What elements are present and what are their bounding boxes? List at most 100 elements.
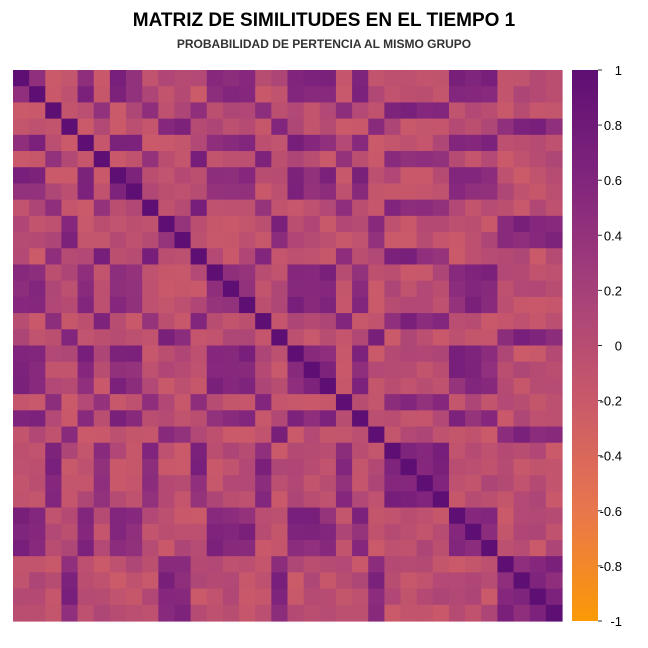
- heatmap-cell: [29, 572, 46, 590]
- heatmap-cell: [481, 426, 499, 444]
- chart-subtitle: PROBABILIDAD DE PERTENCIA AL MISMO GRUPO: [176, 37, 472, 51]
- heatmap-cell: [529, 199, 547, 217]
- heatmap-cell: [45, 458, 63, 476]
- heatmap-cell: [61, 70, 79, 87]
- heatmap-cell: [465, 475, 482, 492]
- heatmap-cell: [93, 475, 111, 492]
- heatmap-cell: [271, 604, 289, 622]
- heatmap-cell: [368, 86, 385, 104]
- heatmap-cell: [529, 475, 547, 492]
- heatmap-cell: [368, 151, 385, 168]
- heatmap-cell: [432, 102, 450, 120]
- heatmap-cell: [109, 313, 127, 330]
- heatmap-cell: [368, 167, 385, 185]
- heatmap-cell: [109, 361, 127, 379]
- heatmap-cell: [497, 183, 515, 201]
- heatmap-cell: [190, 588, 208, 606]
- heatmap-cell: [545, 70, 563, 87]
- heatmap-cell: [174, 151, 192, 168]
- heatmap-cell: [319, 491, 337, 509]
- heatmap-cell: [448, 264, 466, 282]
- heatmap-cell: [190, 118, 208, 136]
- heatmap-cell: [126, 539, 143, 557]
- heatmap-cell: [206, 118, 224, 136]
- heatmap-cell: [255, 264, 272, 282]
- heatmap-cell: [222, 539, 240, 557]
- heatmap-cell: [303, 167, 321, 185]
- heatmap-cell: [481, 491, 499, 509]
- heatmap-cell: [93, 86, 111, 104]
- heatmap-cell: [465, 199, 482, 217]
- heatmap-cell: [384, 507, 402, 525]
- heatmap-cell: [400, 296, 418, 314]
- heatmap-cell: [77, 426, 95, 444]
- heatmap-cell: [335, 507, 353, 525]
- heatmap-cell: [61, 361, 79, 379]
- heatmap-cell: [61, 199, 79, 217]
- heatmap-cell: [335, 572, 353, 590]
- heatmap-cell: [368, 604, 385, 622]
- heatmap-cell: [432, 523, 450, 541]
- heatmap-cell: [529, 507, 547, 525]
- heatmap-cell: [222, 556, 240, 573]
- heatmap-cell: [13, 377, 30, 395]
- heatmap-cell: [335, 377, 353, 395]
- heatmap-cell: [239, 394, 256, 411]
- heatmap-cell: [335, 215, 353, 233]
- heatmap-cell: [142, 539, 159, 557]
- heatmap-cell: [206, 491, 224, 509]
- heatmap-cell: [158, 507, 176, 525]
- heatmap-cell: [142, 361, 159, 379]
- heatmap-cell: [93, 264, 111, 282]
- heatmap-cell: [303, 458, 321, 476]
- heatmap-cell: [61, 556, 79, 573]
- heatmap-cell: [416, 410, 434, 428]
- heatmap-cell: [465, 215, 482, 233]
- heatmap-cell: [432, 296, 450, 314]
- heatmap-cell: [513, 134, 531, 152]
- heatmap-cell: [255, 539, 272, 557]
- heatmap-cell: [529, 232, 547, 249]
- heatmap-cell: [303, 151, 321, 168]
- heatmap-cell: [174, 507, 192, 525]
- heatmap-cell: [142, 442, 159, 460]
- heatmap-cell: [352, 588, 369, 606]
- heatmap-cell: [255, 232, 272, 249]
- heatmap-cell: [61, 572, 79, 590]
- heatmap-cell: [368, 361, 385, 379]
- heatmap-cell: [45, 70, 63, 87]
- heatmap-cell: [416, 313, 434, 330]
- heatmap-cell: [303, 523, 321, 541]
- heatmap-cell: [481, 604, 499, 622]
- heatmap-cell: [93, 199, 111, 217]
- heatmap-cell: [109, 604, 127, 622]
- heatmap-cell: [222, 410, 240, 428]
- heatmap-cell: [93, 167, 111, 185]
- heatmap-cell: [368, 491, 385, 509]
- heatmap-cell: [384, 248, 402, 266]
- heatmap-cell: [497, 345, 515, 363]
- heatmap-cell: [335, 102, 353, 120]
- heatmap-cell: [93, 588, 111, 606]
- heatmap-cell: [190, 313, 208, 330]
- heatmap-cell: [465, 167, 482, 185]
- heatmap-cell: [206, 151, 224, 168]
- heatmap-cell: [319, 410, 337, 428]
- heatmap-cell: [529, 167, 547, 185]
- heatmap-cell: [174, 604, 192, 622]
- heatmap-cell: [206, 410, 224, 428]
- heatmap-cell: [465, 70, 482, 87]
- heatmap-cell: [416, 70, 434, 87]
- heatmap-cell: [352, 377, 369, 395]
- heatmap-cell: [13, 232, 30, 249]
- heatmap-cell: [29, 475, 46, 492]
- heatmap-cell: [174, 588, 192, 606]
- heatmap-cell: [174, 361, 192, 379]
- heatmap-cell: [481, 313, 499, 330]
- heatmap-cell: [384, 215, 402, 233]
- heatmap-cell: [513, 329, 531, 347]
- heatmap-cell: [416, 539, 434, 557]
- heatmap-cell: [416, 280, 434, 298]
- heatmap-cell: [303, 118, 321, 136]
- heatmap-cell: [222, 442, 240, 460]
